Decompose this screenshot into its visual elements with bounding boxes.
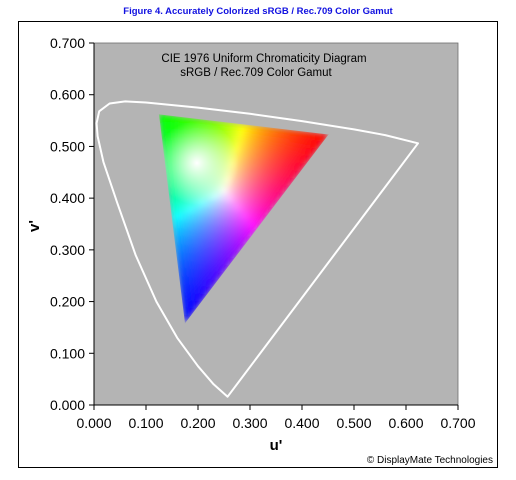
- x-tick-label: 0.600: [388, 415, 423, 431]
- x-tick-label: 0.400: [284, 415, 319, 431]
- gamut-color-cell: [256, 125, 264, 135]
- figure-title: Figure 4. Accurately Colorized sRGB / Re…: [123, 6, 393, 17]
- y-tick-label: 0.400: [50, 190, 85, 206]
- y-tick-label: 0.600: [50, 87, 85, 103]
- y-axis-label: v': [26, 220, 43, 232]
- white-point-glow: [159, 120, 239, 205]
- y-tick-label: 0.700: [50, 35, 85, 51]
- srgb-gamut-triangle: [159, 114, 329, 324]
- y-tick-label: 0.000: [50, 397, 85, 413]
- y-tick-label: 0.300: [50, 242, 85, 258]
- x-tick-label: 0.100: [128, 415, 163, 431]
- y-tick-label: 0.500: [50, 138, 85, 154]
- y-tick-labels: 0.000 0.100 0.200 0.300 0.400 0.500 0.600 0.700: [50, 35, 85, 413]
- chart-subtitle: sRGB / Rec.709 Color Gamut: [180, 67, 332, 79]
- gamut-color-cell: [243, 124, 251, 134]
- gamut-color-cell: [289, 129, 297, 139]
- gamut-color-cell: [302, 131, 310, 141]
- x-tick-label: 0.000: [76, 415, 111, 431]
- gamut-color-cell: [282, 128, 290, 138]
- x-tick-label: 0.500: [336, 415, 371, 431]
- x-tick-label: 0.300: [232, 415, 267, 431]
- x-tick-labels: 0.000 0.100 0.200 0.300 0.400 0.500 0.600 0.700: [76, 415, 475, 431]
- spectral-locus-outline: [95, 100, 419, 398]
- copyright-notice: © DisplayMate Technologies: [367, 455, 493, 466]
- gamut-color-cell: [269, 127, 277, 137]
- axis-ticks: [89, 42, 459, 410]
- gamut-color-cell: [295, 130, 303, 140]
- y-tick-label: 0.200: [50, 294, 85, 310]
- y-tick-label: 0.100: [50, 345, 85, 361]
- plot-area: [93, 42, 459, 406]
- x-axis-label: u': [270, 437, 283, 454]
- gamut-color-cell: [308, 131, 317, 142]
- gamut-color-cell: [276, 127, 284, 138]
- x-tick-label: 0.700: [440, 415, 475, 431]
- chart-title: CIE 1976 Uniform Chromaticity Diagram: [161, 53, 366, 65]
- gamut-color-cell: [249, 124, 258, 135]
- gamut-color-cell: [262, 126, 271, 136]
- x-tick-label: 0.200: [180, 415, 215, 431]
- gamut-color-cell: [315, 132, 323, 142]
